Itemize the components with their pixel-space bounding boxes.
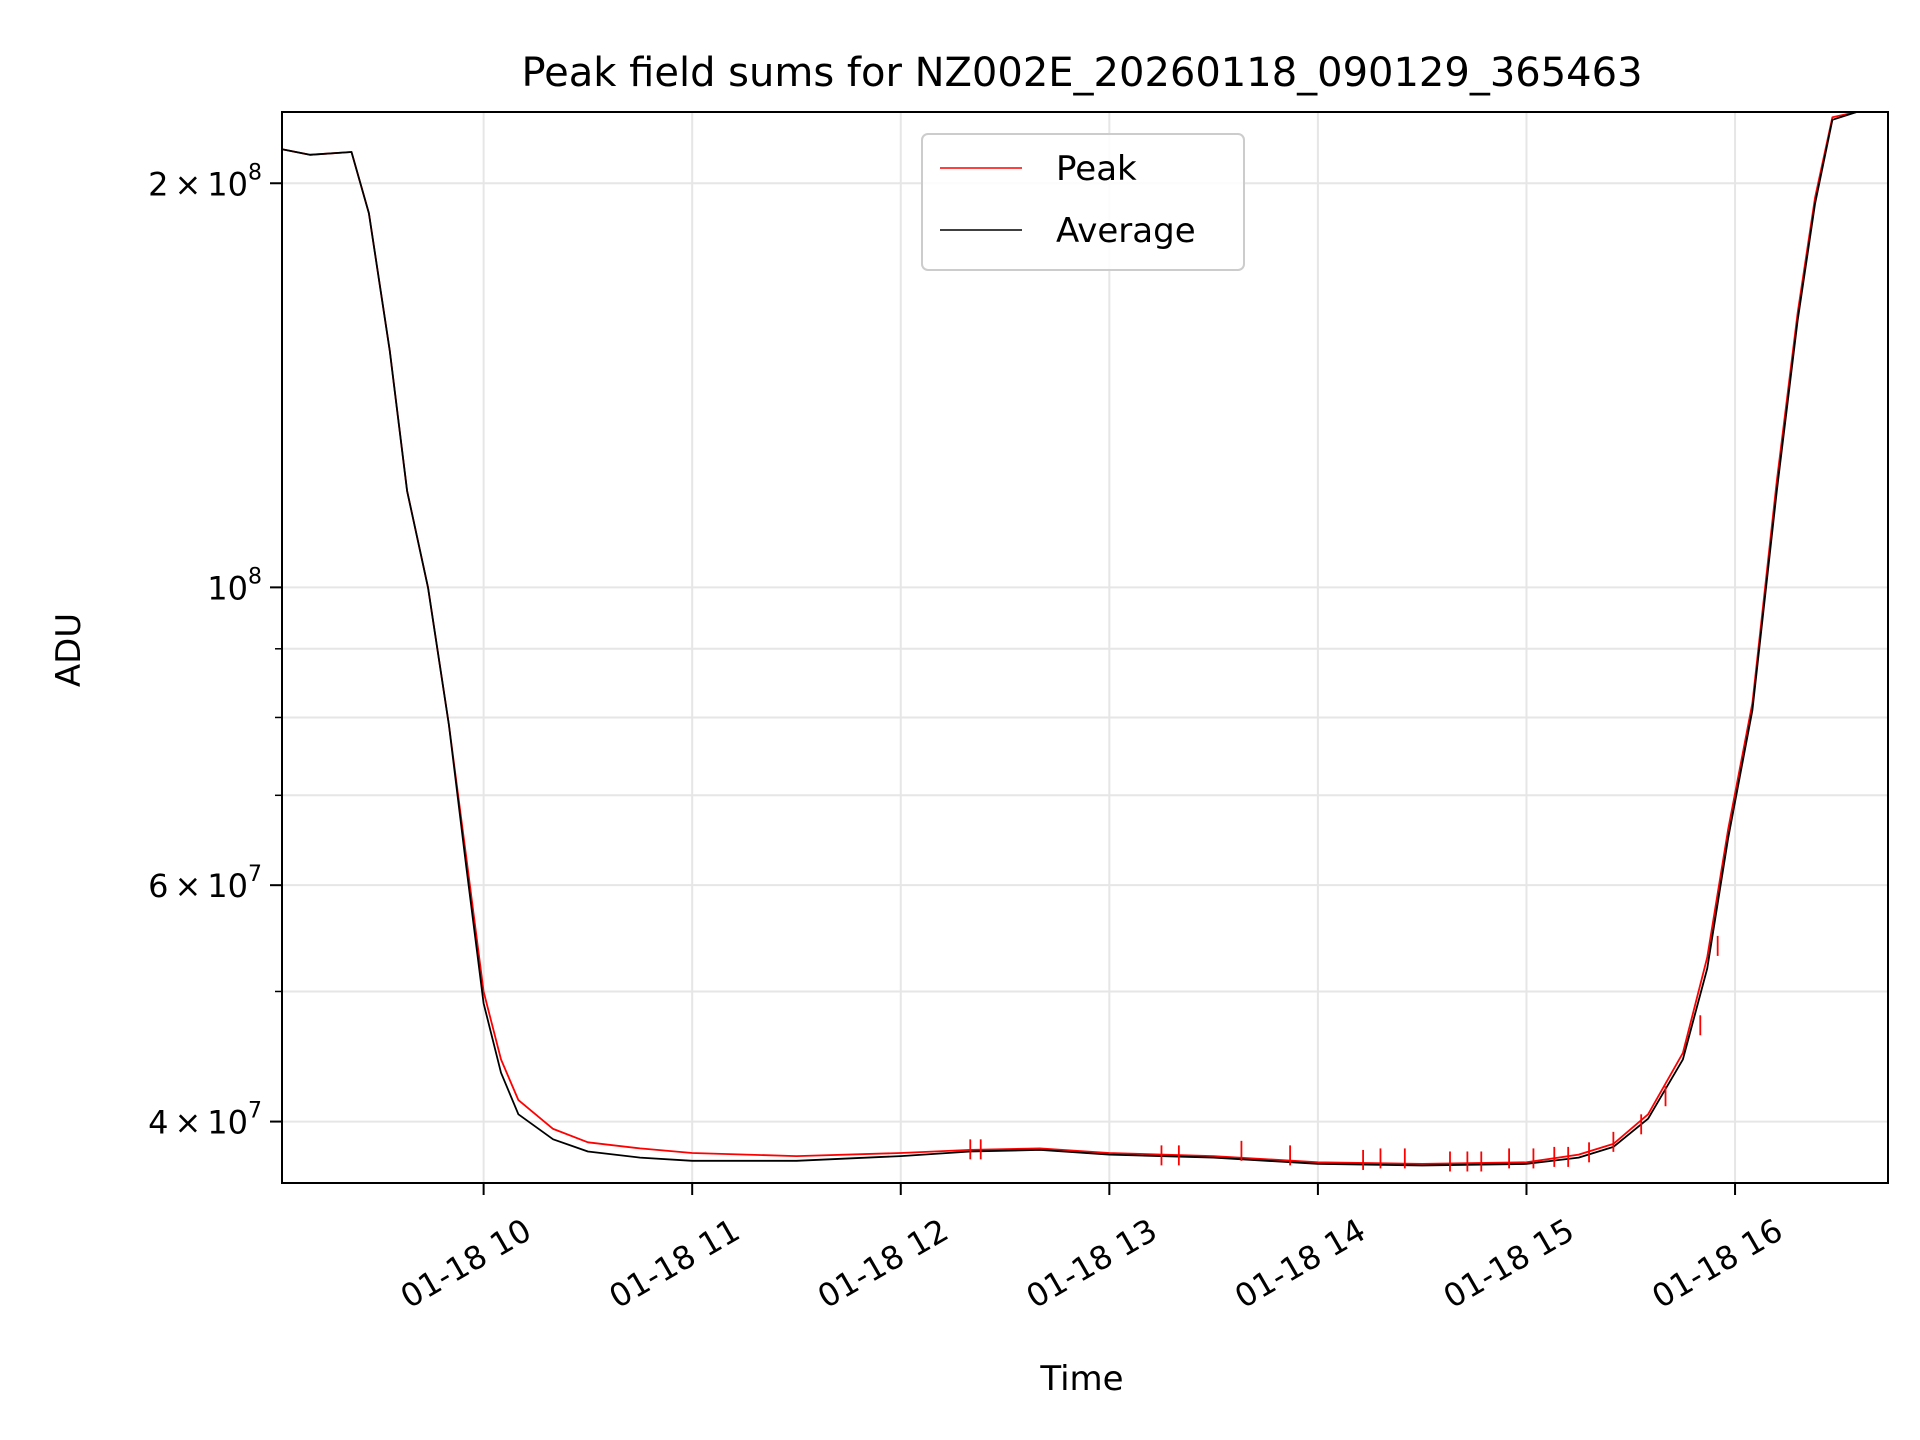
y-tick-label-exp: 8: [248, 160, 262, 185]
y-tick-label-exp-base: 10: [207, 569, 248, 607]
y-tick-label-exp: 7: [248, 862, 262, 887]
y-tick-label-mult: ×: [174, 1104, 201, 1142]
y-tick-label: 6 × 107: [148, 862, 262, 905]
legend-label-average: Average: [1056, 211, 1196, 251]
series-line-average: [281, 111, 1888, 1167]
y-axis-label: ADU: [49, 613, 89, 687]
y-tick-label-mult: ×: [174, 867, 201, 905]
y-tick-label: 108: [207, 564, 262, 607]
y-tick-label-base: 4: [148, 1104, 168, 1142]
x-axis-label: Time: [1039, 1359, 1123, 1399]
y-tick-label-exp: 8: [248, 564, 262, 589]
y-tick-label: 4 × 107: [148, 1099, 262, 1142]
y-tick-label-exp-base: 10: [207, 1104, 248, 1142]
y-tick-label: 2 × 108: [148, 160, 262, 203]
y-tick-label-exp-base: 10: [207, 165, 248, 203]
plot-frame: [281, 111, 1889, 1184]
y-tick-label-base: 6: [148, 867, 168, 905]
y-tick-label-base: 2: [148, 165, 168, 203]
plot-data: [281, 111, 1888, 1172]
y-tick-label-exp-base: 10: [207, 867, 248, 905]
legend: Peak Average: [921, 133, 1245, 271]
chart-title: Peak field sums for NZ002E_20260118_0901…: [521, 50, 1642, 96]
legend-label-peak: Peak: [1056, 149, 1137, 189]
y-tick-label-exp: 7: [248, 1099, 262, 1124]
y-tick-label-mult: ×: [174, 165, 201, 203]
